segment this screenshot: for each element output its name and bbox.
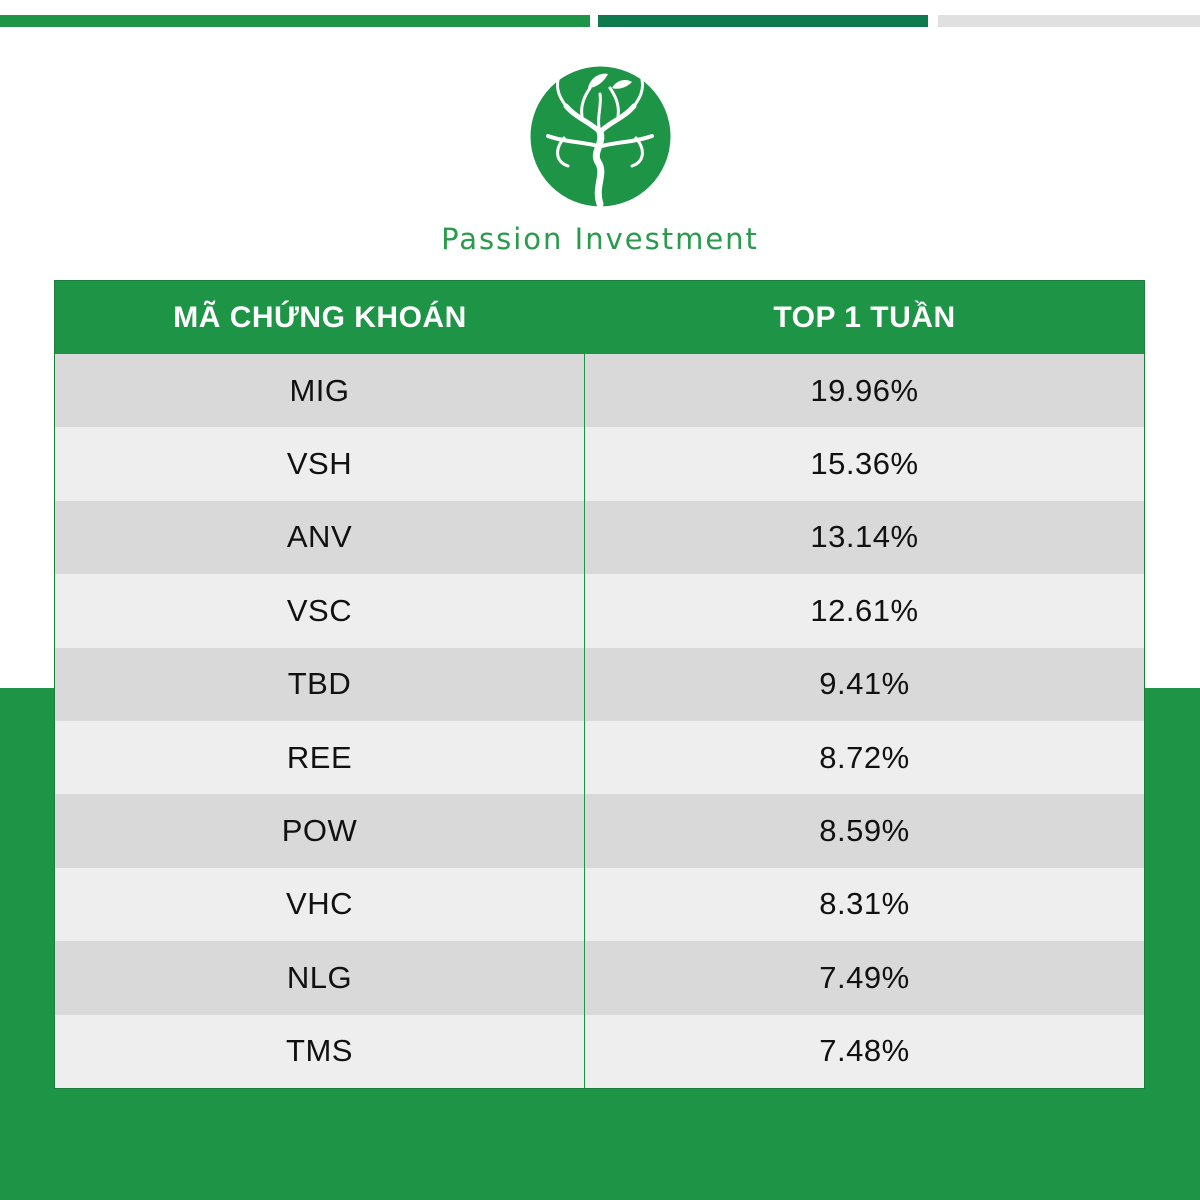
stock-change: 19.96% — [810, 372, 919, 408]
stock-change: 8.31% — [819, 886, 910, 922]
stock-code: VSC — [55, 574, 585, 648]
stock-change: 12.61% — [810, 592, 919, 628]
top-bar-segment-2 — [598, 15, 928, 27]
tree-in-circle-icon — [530, 66, 671, 207]
brand-name: Passion Investment — [441, 222, 759, 256]
table-row: POW 8.59% — [55, 794, 1144, 868]
table-row: TBD 9.41% — [55, 647, 1144, 721]
top-bar-segment-3 — [938, 15, 1200, 27]
stock-code: MIG — [55, 354, 585, 428]
table-header: MÃ CHỨNG KHOÁN TOP 1 TUẦN — [55, 281, 1144, 354]
table-row: REE 8.72% — [55, 720, 1144, 795]
header-top-week: TOP 1 TUẦN — [773, 300, 956, 334]
header-stock-code: MÃ CHỨNG KHOÁN — [173, 300, 467, 334]
stock-code: VHC — [55, 867, 585, 942]
stock-change: 8.72% — [819, 739, 910, 775]
table-body: MIG 19.96% VSH 15.36% ANV 13.14% VSC 12.… — [55, 354, 1144, 1088]
stock-code: VSH — [55, 427, 585, 501]
stock-code: TBD — [55, 647, 585, 721]
table-row: VSC 12.61% — [55, 574, 1144, 648]
stock-code: ANV — [55, 500, 585, 575]
stock-change: 7.49% — [819, 959, 910, 995]
stock-change: 9.41% — [819, 666, 910, 702]
stock-code: POW — [55, 794, 585, 868]
top-bar-segment-1 — [0, 15, 590, 27]
table-row: VSH 15.36% — [55, 427, 1144, 501]
stock-table: MÃ CHỨNG KHOÁN TOP 1 TUẦN MIG 19.96% VSH… — [54, 280, 1145, 1089]
table-row: MIG 19.96% — [55, 354, 1144, 428]
stock-code: TMS — [55, 1014, 585, 1088]
stock-code: REE — [55, 720, 585, 795]
stock-code: NLG — [55, 941, 585, 1015]
table-row: ANV 13.14% — [55, 500, 1144, 575]
table-row: TMS 7.48% — [55, 1014, 1144, 1088]
table-row: NLG 7.49% — [55, 941, 1144, 1015]
stock-change: 13.14% — [810, 519, 919, 555]
stock-change: 15.36% — [810, 446, 919, 482]
stock-change: 7.48% — [819, 1033, 910, 1069]
stock-change: 8.59% — [819, 813, 910, 849]
table-row: VHC 8.31% — [55, 867, 1144, 942]
